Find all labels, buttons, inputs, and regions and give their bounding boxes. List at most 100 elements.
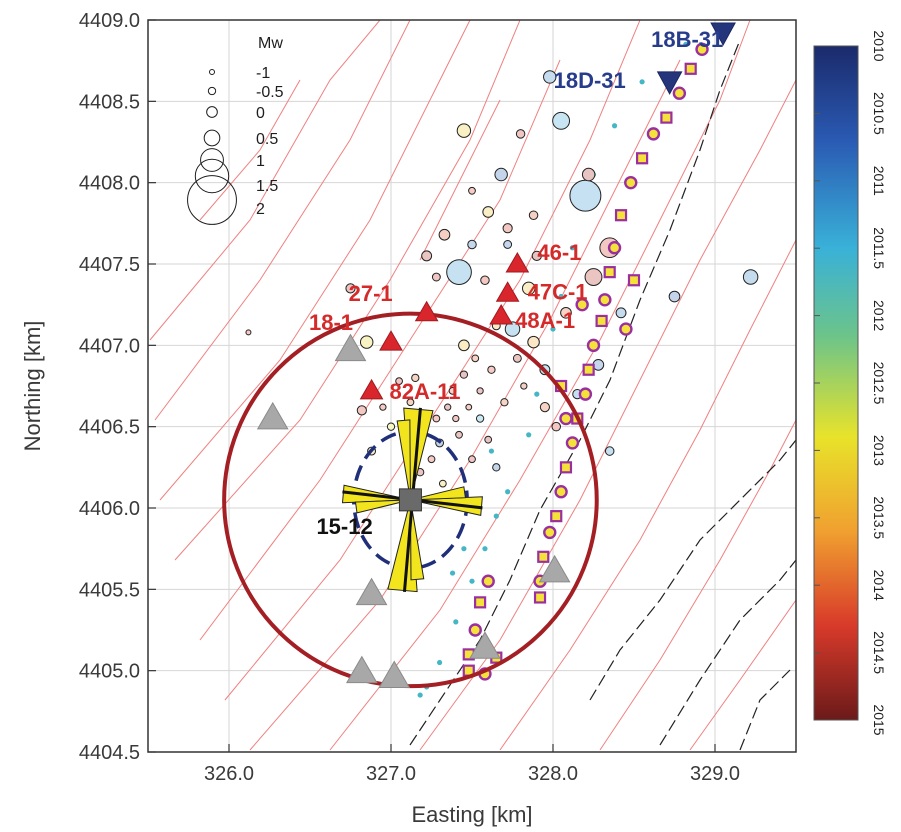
magnitude-legend-label: 0 (256, 105, 265, 122)
seismic-event (432, 414, 441, 423)
magnitude-legend-label: 1 (256, 153, 265, 170)
seismic-station-marker (334, 333, 367, 362)
fault-trace (199, 79, 301, 221)
colorbar-tick-label: 2010 (871, 30, 887, 61)
seismic-event (245, 329, 252, 336)
injection-well-label: 82A-11 (390, 379, 461, 404)
fault-trace (499, 239, 796, 751)
plot-background (148, 20, 796, 752)
magnitude-legend-symbol (187, 175, 237, 225)
magnitude-legend-label: 1.5 (256, 178, 278, 195)
y-tick-label: 4408.5 (79, 91, 140, 113)
seismic-event (484, 435, 493, 444)
streak-event (569, 245, 576, 251)
seismic-event (742, 269, 759, 285)
fault-trace (249, 59, 681, 751)
seismic-event (468, 455, 476, 464)
monitoring-well-label: 15-12 (316, 514, 372, 539)
mapped-faults-black (409, 39, 796, 751)
y-tick-label: 4407.0 (79, 335, 140, 357)
magnitude-legend-label: 0.5 (256, 131, 278, 148)
fault-trace (174, 20, 521, 561)
injection-well-label: 18-1 (309, 310, 353, 335)
monitoring-well-marker (398, 488, 422, 512)
seismic-station-marker (256, 401, 289, 430)
fault-trace (599, 419, 796, 751)
seismic-event (604, 446, 615, 456)
magnitude-legend: Mw -1 -0.5 0 0.5 1 1.5 2 (187, 35, 284, 225)
streak-event (526, 432, 532, 438)
seismic-event (431, 272, 441, 282)
seismic-event (446, 259, 472, 285)
seismic-event (515, 129, 526, 139)
streak-event (417, 692, 423, 698)
seismic-event (494, 167, 508, 182)
colorbar-tick-label: 2012.5 (871, 362, 887, 405)
seismic-event (668, 290, 681, 303)
picked-event (660, 111, 673, 124)
magnitude-legend-title: Mw (258, 35, 283, 52)
seismic-event (475, 414, 485, 423)
injection-well-marker (505, 252, 530, 273)
picks-layer (462, 42, 709, 681)
picked-event (614, 209, 628, 222)
seismic-event (551, 421, 561, 432)
seismic-event (458, 339, 470, 352)
seismic-event (480, 275, 490, 286)
fault-trace (409, 39, 741, 746)
fault-trace (159, 20, 471, 501)
rose-petal (396, 419, 411, 500)
seismic-event (379, 403, 387, 411)
colorbar-tick-label: 2010.5 (871, 92, 887, 135)
picked-event (550, 510, 563, 523)
plot-area: 15-12 18-1 27-1 46-1 47C-1 48A-1 82A-11 18B-31… (149, 20, 796, 751)
magnitude-legend-symbol (203, 129, 221, 147)
seismic-event (520, 382, 528, 390)
seismic-event (421, 250, 433, 262)
fault-traces (149, 20, 796, 751)
injection-well-marker (414, 300, 439, 322)
picked-event (578, 387, 593, 401)
y-tick-label: 4407.5 (79, 254, 140, 276)
picked-event (684, 62, 697, 75)
picked-event (565, 436, 580, 450)
streak-event (437, 659, 443, 666)
magnitude-legend-symbol (194, 158, 230, 194)
streak-event (611, 123, 618, 129)
seismic-event (395, 377, 403, 386)
fault-trace (659, 559, 796, 746)
picked-event (537, 550, 550, 563)
seismic-event (459, 370, 469, 379)
y-tick-label: 4406.5 (79, 417, 140, 439)
magnitude-legend-label: 2 (256, 201, 265, 218)
seismic-event (492, 463, 501, 472)
production-well-marker (656, 71, 683, 95)
streak-event (449, 570, 456, 576)
y-tick-label: 4405.0 (79, 661, 140, 683)
streak-event (482, 546, 488, 552)
seismic-event (531, 250, 542, 261)
picked-event (672, 86, 687, 100)
fault-trace (224, 20, 641, 701)
fault-trace (589, 439, 796, 701)
picked-event (582, 363, 595, 376)
picked-event (468, 623, 482, 637)
seismic-event (444, 403, 452, 411)
axes: 326.0 327.0 328.0 329.0 4404.5 4405.0 4405.5 44… (79, 10, 740, 785)
stations-layer (256, 333, 571, 689)
streak-event (558, 293, 564, 300)
picked-event (598, 293, 612, 307)
y-tick-label: 4409.0 (79, 10, 140, 32)
colorbar-tick-label: 2012 (871, 300, 887, 331)
colorbar (813, 45, 859, 721)
injection-well-marker (495, 281, 520, 302)
colorbar-tick-label: 2011 (871, 166, 887, 196)
colorbar-tick-label: 2014 (871, 570, 887, 601)
stress-rose-diagram: 15-12 (316, 407, 483, 593)
picked-event (559, 461, 573, 474)
seismic-station-marker (345, 655, 378, 684)
picked-event (595, 314, 608, 328)
plot-frame (147, 19, 797, 753)
production-well-label: 18D-31 (554, 68, 626, 93)
